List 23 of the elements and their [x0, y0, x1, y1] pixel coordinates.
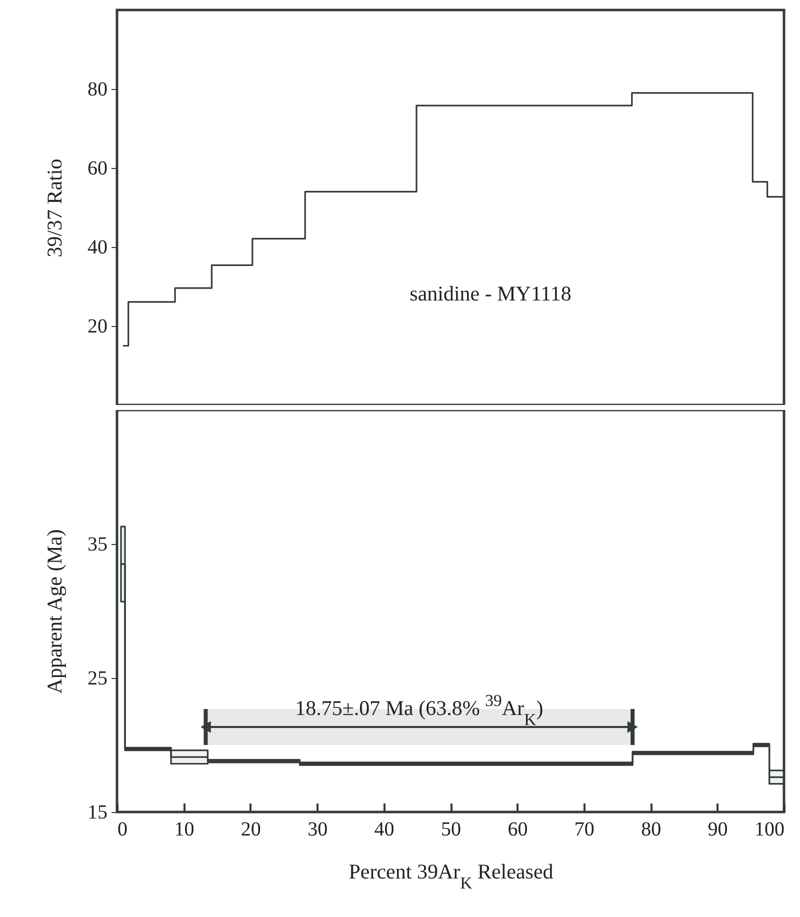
x-axis-title: Percent 39Ar$_{K}$ Released	[348, 860, 554, 892]
y-axis-title: 39/37 Ratio	[42, 158, 66, 258]
x-tick-label: 10	[174, 818, 194, 840]
annotation: sanidine - MY1118	[410, 281, 572, 306]
band-label: 18.75±.07 Ma (63.8% $^{39}$Ar$_{K}$)	[295, 690, 544, 728]
y-tick-label: 60	[88, 158, 108, 180]
y-tick-label: 35	[88, 534, 108, 556]
x-tick-label: 100	[754, 818, 784, 840]
x-tick-label: 70	[574, 818, 594, 840]
y-axis-title: Apparent Age (Ma)	[42, 529, 66, 694]
x-tick-label: 20	[240, 818, 261, 840]
x-tick-label: 80	[641, 818, 662, 840]
x-tick-label: 0	[118, 818, 128, 840]
x-tick-label: 40	[374, 818, 394, 840]
x-tick-label: 90	[708, 818, 728, 840]
x-tick-label: 60	[508, 818, 528, 840]
y-tick-label: 80	[88, 78, 108, 100]
y-tick-label: 20	[88, 316, 108, 338]
y-tick-label: 15	[88, 802, 108, 824]
x-tick-label: 30	[308, 818, 328, 840]
y-tick-label: 40	[88, 236, 108, 258]
y-tick-label: 25	[88, 668, 108, 690]
x-tick-label: 50	[441, 818, 461, 840]
